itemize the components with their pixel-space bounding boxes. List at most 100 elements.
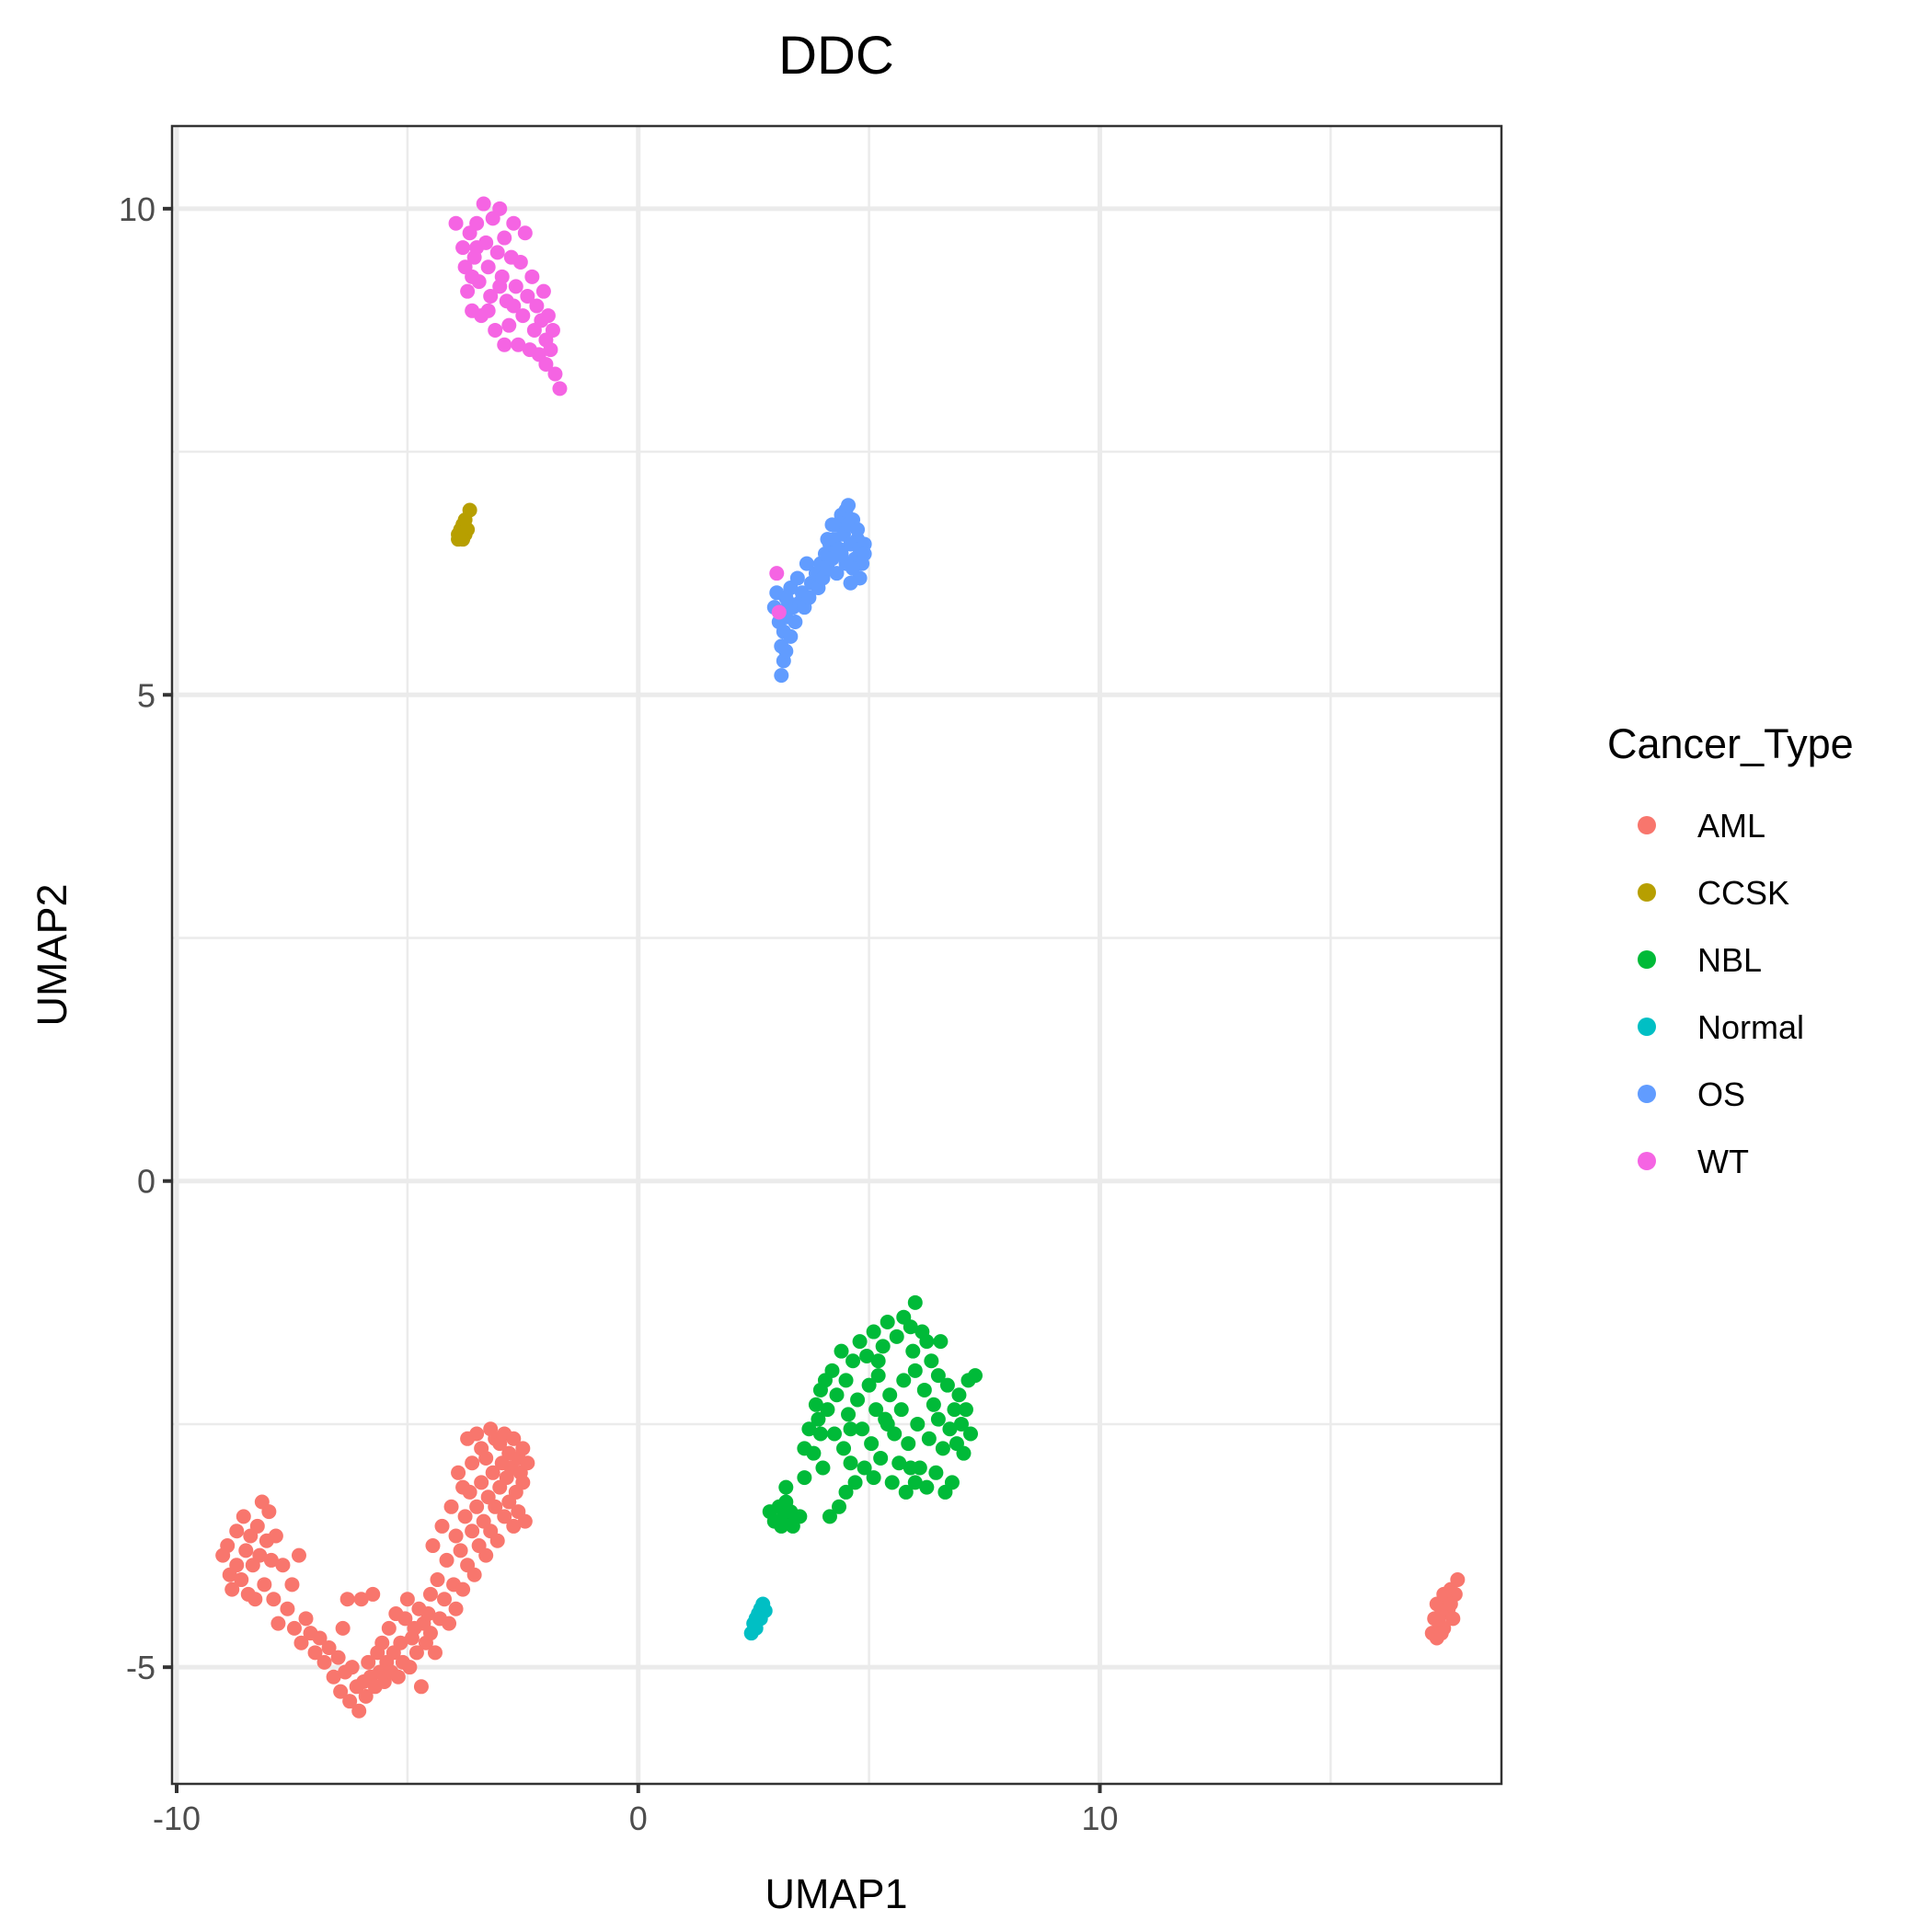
chart-title: DDC <box>778 26 894 86</box>
point-wt <box>465 269 480 284</box>
point-aml <box>455 1581 471 1597</box>
point-wt <box>538 356 554 372</box>
point-wt <box>552 381 568 397</box>
point-aml <box>229 1558 245 1573</box>
legend-key-wt <box>1638 1152 1656 1170</box>
point-nbl <box>843 1421 858 1437</box>
point-nbl <box>891 1455 907 1471</box>
point-wt <box>488 322 503 338</box>
point-nbl <box>933 1334 949 1350</box>
point-aml <box>448 1528 464 1544</box>
point-aml <box>252 1547 268 1563</box>
point-aml <box>439 1552 454 1568</box>
point-nbl <box>903 1460 918 1476</box>
point-nbl <box>905 1343 921 1359</box>
point-aml <box>506 1518 522 1534</box>
x-tick-label: 10 <box>1081 1800 1118 1837</box>
point-aml <box>485 1465 500 1480</box>
legend-label-normal: Normal <box>1697 1008 1804 1046</box>
point-aml <box>236 1509 251 1524</box>
legend-label-os: OS <box>1697 1075 1745 1113</box>
point-aml <box>229 1524 245 1539</box>
point-wt <box>492 279 508 294</box>
point-aml <box>422 1586 438 1602</box>
point-wt <box>769 566 785 581</box>
point-nbl <box>919 1334 935 1350</box>
point-wt <box>448 215 464 231</box>
legend-label-wt: WT <box>1697 1143 1749 1180</box>
point-nbl <box>928 1465 944 1480</box>
point-aml <box>263 1552 279 1568</box>
point-aml <box>335 1620 351 1636</box>
point-os <box>829 566 845 581</box>
series-aml <box>215 1421 1466 1719</box>
point-aml <box>425 1538 441 1554</box>
point-aml <box>361 1654 376 1670</box>
point-nbl <box>859 1348 875 1363</box>
legend-key-ccsk <box>1638 883 1656 902</box>
point-os <box>857 546 872 562</box>
point-aml <box>478 1547 494 1563</box>
point-nbl <box>815 1460 831 1476</box>
point-wt <box>535 283 551 299</box>
point-nbl <box>924 1353 939 1369</box>
y-tick-label: 0 <box>137 1163 155 1201</box>
point-wt <box>529 298 545 314</box>
point-wt <box>469 240 485 256</box>
point-nbl <box>919 1479 935 1495</box>
point-wt <box>480 303 496 318</box>
point-aml <box>275 1558 291 1573</box>
point-aml <box>469 1426 485 1442</box>
data-points <box>215 196 1466 1719</box>
point-nbl <box>843 1455 858 1471</box>
point-nbl <box>866 1324 881 1340</box>
series-ccsk <box>451 502 477 547</box>
y-tick-label: 10 <box>119 190 155 228</box>
point-nbl <box>963 1426 979 1442</box>
point-wt <box>515 308 531 324</box>
point-nbl <box>944 1475 960 1490</box>
point-nbl <box>801 1421 817 1437</box>
point-aml <box>238 1543 254 1558</box>
point-nbl <box>812 1426 828 1442</box>
point-nbl <box>935 1441 950 1456</box>
point-nbl <box>836 1441 852 1456</box>
point-aml <box>333 1684 349 1699</box>
point-aml <box>434 1518 450 1534</box>
point-nbl <box>806 1445 822 1461</box>
point-nbl <box>873 1450 889 1466</box>
point-nbl <box>855 1421 870 1437</box>
point-nbl <box>901 1436 916 1452</box>
point-aml <box>402 1660 418 1675</box>
point-nbl <box>778 1479 794 1495</box>
point-nbl <box>870 1368 886 1384</box>
point-aml <box>365 1586 381 1602</box>
point-aml <box>457 1509 473 1524</box>
x-axis-title: UMAP1 <box>765 1870 907 1917</box>
point-nbl <box>797 1470 812 1486</box>
point-nbl <box>916 1382 932 1397</box>
point-aml <box>224 1581 240 1597</box>
point-aml <box>430 1572 445 1588</box>
point-aml <box>427 1645 443 1661</box>
point-aml <box>1450 1572 1466 1588</box>
point-nbl <box>882 1387 898 1403</box>
point-wt <box>506 215 522 231</box>
x-tick-label: 0 <box>629 1800 648 1837</box>
point-wt <box>455 240 471 256</box>
point-ccsk <box>451 526 466 542</box>
point-aml <box>451 1465 466 1480</box>
point-aml <box>1445 1611 1461 1627</box>
series-os <box>766 498 872 684</box>
point-nbl <box>850 1392 866 1408</box>
point-aml <box>342 1694 358 1709</box>
point-nbl <box>826 1426 842 1442</box>
series-nbl <box>762 1294 983 1534</box>
point-aml <box>393 1635 408 1650</box>
point-nbl <box>861 1377 877 1393</box>
point-os <box>841 498 857 513</box>
point-nbl <box>907 1475 923 1490</box>
point-aml <box>280 1601 295 1616</box>
point-aml <box>321 1640 337 1656</box>
point-nbl <box>896 1373 912 1388</box>
